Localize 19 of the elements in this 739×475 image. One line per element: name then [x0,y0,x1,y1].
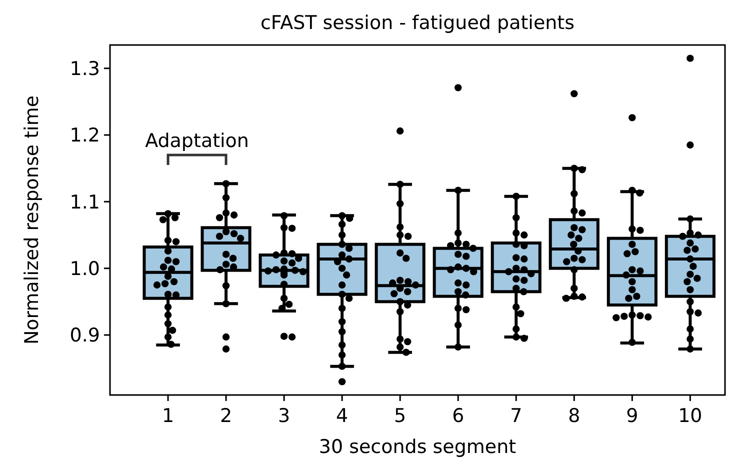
y-axis-title: Normalized response time [21,95,43,345]
x-tick-label: 9 [626,405,638,427]
x-tick-label: 3 [278,405,290,427]
y-tick-label: 0.9 [70,324,100,347]
x-tick-label: 6 [452,405,464,427]
y-tick-label: 1.3 [70,58,100,80]
x-tick-label: 5 [394,405,406,427]
y-tick-label: 1.2 [70,124,100,147]
y-tick-label: 1.0 [70,258,100,280]
y-tick-label: 1.1 [70,191,100,214]
x-tick-label: 4 [336,405,348,427]
x-tick-label: 2 [220,405,232,427]
x-tick-label: 10 [678,405,702,427]
x-tick-label: 8 [568,405,580,427]
x-tick-label: 7 [510,405,522,427]
x-axis-title: 30 seconds segment [318,436,516,458]
annotation: Adaptation [145,130,249,152]
chart-title: cFAST session - fatigued patients [260,12,575,34]
x-tick-label: 1 [162,405,174,427]
